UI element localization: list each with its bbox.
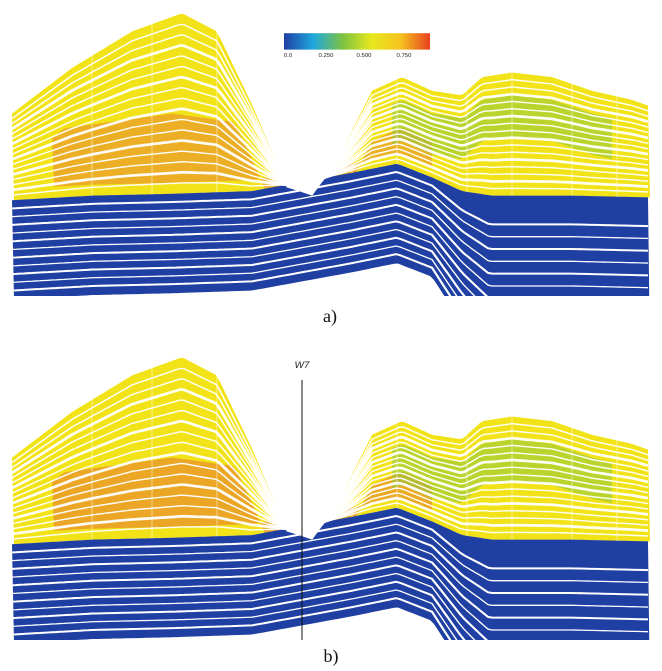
- colorbar-gradient: [284, 33, 430, 50]
- colorbar-tick-label: 0.250: [318, 53, 333, 59]
- colorbar-tick-label: 0.0: [284, 53, 292, 59]
- deep-layer-gap: [12, 212, 649, 289]
- hot-zone-center: [332, 472, 432, 560]
- shallow-layer-gap: [12, 502, 649, 540]
- deep-layer-gap: [12, 228, 476, 296]
- colorbar-tick-label: 0.500: [356, 53, 371, 59]
- deep-layer-gap: [12, 572, 476, 640]
- panel-b-section-view: W7: [12, 348, 650, 640]
- deep-layer-gap: [12, 556, 649, 633]
- deep-layer-gap: [12, 515, 649, 572]
- deep-layer-gap: [12, 564, 488, 640]
- panel-a-section-view: 0.0 0.250 0.500 0.750: [12, 4, 650, 296]
- deep-layer-gap: [12, 547, 649, 621]
- deep-layer-gap: [12, 179, 649, 240]
- deep-layer-gap: [12, 589, 458, 640]
- well-label: W7: [295, 360, 311, 370]
- colorbar: 0.0 0.250 0.500 0.750: [284, 33, 430, 59]
- deep-layer-zone: [12, 507, 650, 640]
- panel-a-caption: a): [323, 306, 337, 326]
- deep-layer-gap: [12, 531, 649, 596]
- deep-layer-gap: [12, 220, 488, 296]
- deep-layer-gap: [12, 196, 649, 264]
- deep-layer-gap: [12, 236, 466, 296]
- deep-layer-gap: [12, 171, 649, 228]
- deep-layer-zone: [12, 163, 650, 296]
- background-above-surface: [12, 4, 650, 196]
- green-zone-right: [392, 95, 612, 160]
- deep-layer-gap: [12, 187, 649, 252]
- green-zone-right: [392, 439, 612, 504]
- deep-layer-gap: [12, 253, 452, 296]
- panel-b-caption: b): [323, 646, 339, 666]
- deep-layer-gap: [12, 540, 649, 608]
- shallow-layer-gap: [12, 158, 649, 196]
- well-marker: W7: [295, 360, 311, 640]
- deep-layer-gap: [12, 580, 466, 640]
- deep-layer-gap: [12, 523, 649, 584]
- deep-layer-gap: [12, 597, 452, 640]
- hot-zone-center: [332, 128, 432, 216]
- deep-layer-gap: [12, 203, 649, 277]
- background-above-surface: [12, 348, 650, 540]
- colorbar-tick-label: 0.750: [396, 53, 411, 59]
- deep-layer-gap: [12, 245, 458, 296]
